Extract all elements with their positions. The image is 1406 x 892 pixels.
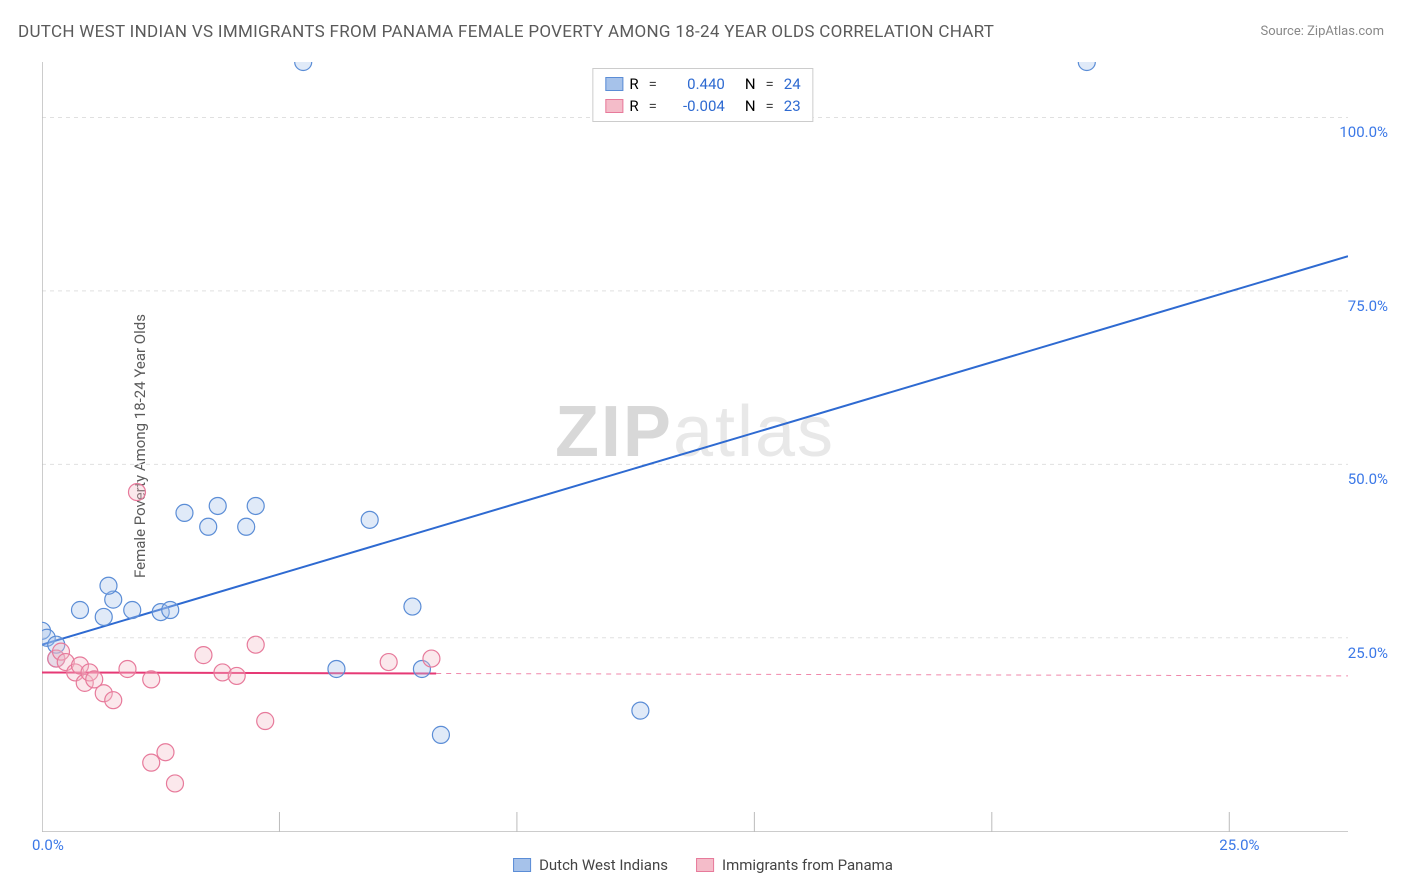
equals-sign: = (649, 75, 657, 93)
legend-swatch-icon (696, 858, 714, 872)
legend-row-series-2: R = -0.004 N = 23 (605, 95, 800, 117)
plot-area: ZIPatlas (42, 62, 1348, 832)
equals-sign: = (766, 75, 774, 93)
legend-swatch-icon (513, 858, 531, 872)
chart-title: DUTCH WEST INDIAN VS IMMIGRANTS FROM PAN… (18, 22, 994, 42)
legend-n-value-2: 23 (784, 97, 801, 115)
legend-swatch-series-1 (605, 77, 623, 91)
legend-r-value-2: -0.004 (667, 97, 725, 115)
legend-n-label: N (745, 75, 756, 93)
correlation-chart: DUTCH WEST INDIAN VS IMMIGRANTS FROM PAN… (0, 0, 1406, 892)
equals-sign: = (649, 97, 657, 115)
legend-r-value-1: 0.440 (667, 75, 725, 93)
correlation-legend-box: R = 0.440 N = 24 R = -0.004 N = 23 (592, 68, 813, 122)
legend-n-label: N (745, 97, 756, 115)
legend-r-label: R (629, 75, 638, 93)
y-tick-label: 100.0% (1339, 123, 1388, 141)
equals-sign: = (766, 97, 774, 115)
legend-label-1: Dutch West Indians (539, 856, 668, 874)
legend-item-2: Immigrants from Panama (696, 856, 893, 874)
x-tick-label: 25.0% (1219, 836, 1259, 854)
x-tick-label: 0.0% (32, 836, 64, 854)
scatter-svg (42, 62, 1348, 832)
y-tick-label: 75.0% (1348, 297, 1388, 315)
legend-n-value-1: 24 (784, 75, 801, 93)
series-legend: Dutch West Indians Immigrants from Panam… (513, 856, 893, 874)
legend-swatch-series-2 (605, 99, 623, 113)
source-attribution: Source: ZipAtlas.com (1260, 24, 1384, 39)
legend-r-label: R (629, 97, 638, 115)
legend-row-series-1: R = 0.440 N = 24 (605, 73, 800, 95)
legend-label-2: Immigrants from Panama (722, 856, 893, 874)
y-tick-label: 50.0% (1348, 470, 1388, 488)
y-tick-label: 25.0% (1348, 644, 1388, 662)
legend-item-1: Dutch West Indians (513, 856, 668, 874)
